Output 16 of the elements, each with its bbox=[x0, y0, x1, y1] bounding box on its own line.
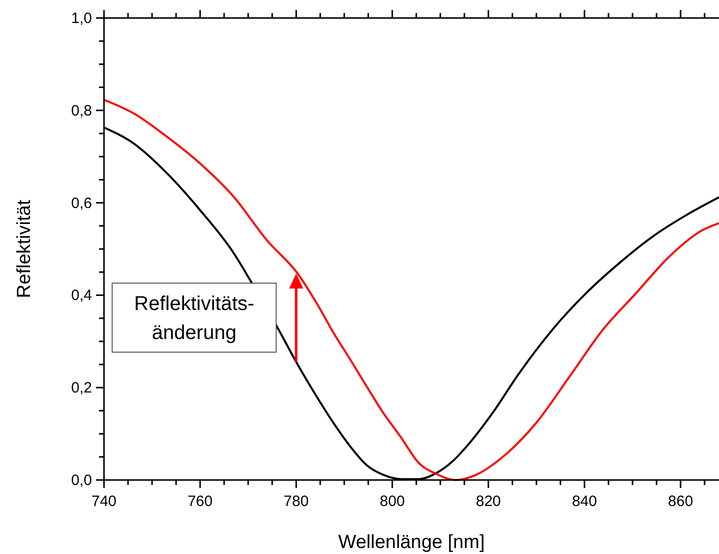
x-tick-label: 780 bbox=[284, 493, 309, 510]
x-tick-label: 840 bbox=[572, 493, 597, 510]
y-axis-title: Reflektivität bbox=[14, 199, 35, 298]
y-tick-label: 0,6 bbox=[71, 194, 92, 212]
x-tick-label: 740 bbox=[91, 493, 117, 510]
x-tick-label: 820 bbox=[476, 493, 501, 510]
annotation: Reflektivitäts- änderung bbox=[134, 293, 254, 344]
y-tick-label: 0,2 bbox=[71, 380, 92, 397]
y-tick-label: 0,8 bbox=[71, 102, 92, 120]
y-tick-label: 0,4 bbox=[71, 287, 92, 304]
x-tick-label: 760 bbox=[188, 493, 213, 510]
y-tick-label: 1,0 bbox=[71, 10, 92, 27]
x-axis-title: Wellenlänge [nm] bbox=[338, 532, 485, 553]
x-tick-label: 860 bbox=[668, 493, 694, 510]
y-tick-label: 0,0 bbox=[71, 472, 92, 489]
x-tick-label: 800 bbox=[380, 493, 405, 510]
